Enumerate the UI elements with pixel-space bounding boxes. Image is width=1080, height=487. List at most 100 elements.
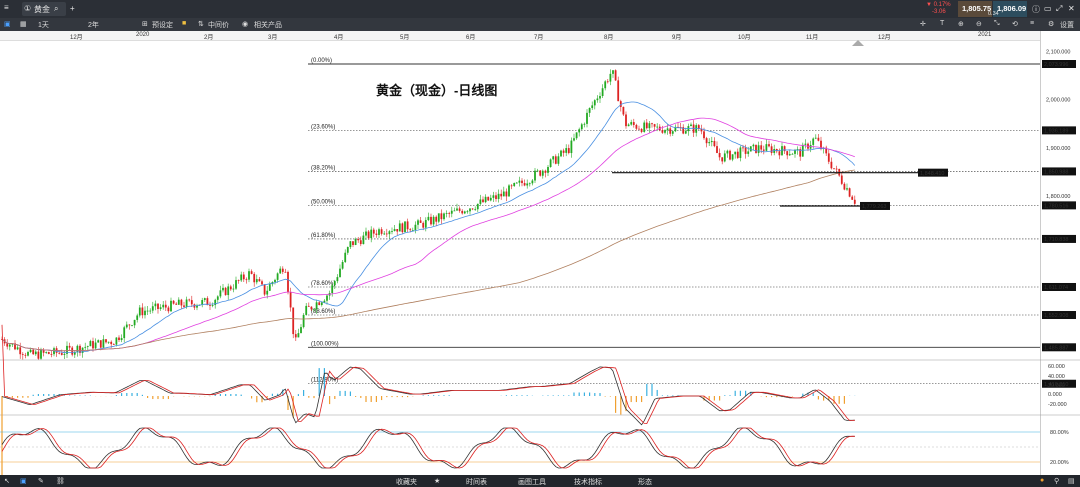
price-axis-labels: 2,100.000 2,000.000 1,900.000 1,800.000: [1046, 49, 1070, 200]
patterns-button[interactable]: 形态: [638, 479, 652, 486]
preset-icon[interactable]: ⊞: [142, 21, 148, 28]
candle-body: [29, 349, 32, 352]
crosshair-icon[interactable]: ✛: [920, 21, 926, 28]
fib-label: (50.00%): [311, 199, 335, 205]
menu-icon[interactable]: ≡: [4, 3, 9, 12]
price-axis[interactable]: [1040, 31, 1080, 475]
macd-bar: [391, 396, 393, 398]
search-icon[interactable]: ⌕: [54, 4, 59, 13]
macd-bar: [303, 390, 305, 396]
candle-body: [414, 224, 417, 231]
fib-label: (38.20%): [311, 165, 335, 171]
drawing-tools-button[interactable]: 画图工具: [518, 479, 546, 486]
candle-body: [817, 137, 820, 141]
candle-body: [307, 305, 310, 307]
candle-body: [102, 339, 105, 348]
fib-price-tag: [1042, 379, 1076, 388]
sync-icon[interactable]: ⟲: [1012, 21, 1018, 28]
range-select[interactable]: 2年: [88, 22, 99, 29]
settings-button[interactable]: 设置: [1060, 22, 1074, 29]
candle-body: [757, 145, 760, 153]
fib-label: (23.60%): [311, 124, 335, 130]
middle-price-button[interactable]: 中间价: [208, 22, 229, 29]
candle-body: [690, 124, 692, 127]
candle-body: [578, 129, 581, 133]
candle-body: [591, 105, 594, 109]
candle-body: [66, 345, 68, 354]
eye-icon[interactable]: ◉: [242, 21, 249, 28]
candle-body: [437, 213, 440, 222]
ma-line: [1, 101, 856, 354]
candle-body: [617, 80, 620, 102]
candle-body: [588, 108, 591, 113]
candle-body: [167, 307, 170, 312]
candle-body: [40, 349, 42, 359]
candle-body: [336, 277, 339, 282]
gear-icon[interactable]: ⚙: [1048, 21, 1055, 28]
lines-icon[interactable]: ≡: [1030, 20, 1035, 27]
candle-body: [495, 195, 497, 199]
candle-body: [305, 305, 308, 315]
sell-price-box[interactable]: 1,805.75: [958, 1, 992, 17]
candle-body: [79, 345, 81, 353]
preset-button[interactable]: 预设定: [152, 22, 173, 29]
buy-price-box[interactable]: 1,806.09: [993, 1, 1027, 17]
filter-icon[interactable]: ⚲: [1054, 478, 1060, 485]
candle-body: [89, 341, 92, 347]
candle-body: [188, 299, 191, 301]
zoom-in-icon[interactable]: ⊕: [958, 21, 964, 28]
chart-area[interactable]: (0.00%) 2,073.996 (23.60%) 1,936.189 (38.20%…: [0, 40, 1080, 475]
macd-bar: [131, 393, 133, 396]
candle-body: [97, 340, 100, 343]
text-icon[interactable]: T: [940, 20, 945, 27]
grid-icon[interactable]: ▦: [20, 21, 27, 28]
maximize-icon[interactable]: ⤢: [1056, 4, 1063, 13]
indicators-button[interactable]: 技术指标: [574, 479, 602, 486]
layout-icon[interactable]: ▣: [4, 21, 11, 28]
zoom-out-icon[interactable]: ⊖: [976, 21, 982, 28]
alert-icon[interactable]: ●: [1040, 477, 1045, 484]
fib-price: 1,552.908: [1044, 313, 1068, 319]
add-tab-icon[interactable]: +: [70, 4, 75, 13]
candle-body: [45, 352, 48, 353]
candle-body: [112, 344, 115, 345]
candle-body: [401, 223, 404, 233]
macd-bar: [833, 396, 835, 404]
macd-bar: [573, 392, 575, 396]
mid-icon[interactable]: ⇅: [198, 21, 204, 28]
close-icon[interactable]: ✕: [1068, 4, 1075, 13]
timetable-button[interactable]: 时间表: [466, 479, 487, 486]
star-icon[interactable]: ★: [434, 478, 441, 485]
macd-bar: [334, 396, 336, 399]
fit-icon[interactable]: ⤡: [994, 20, 1000, 27]
fib-price-tag: [1042, 201, 1076, 210]
candle-body: [235, 280, 237, 289]
candle-body: [37, 351, 40, 359]
cursor-icon[interactable]: ↖: [4, 478, 10, 485]
select-icon[interactable]: ▣: [20, 478, 27, 485]
time-label: 2月: [204, 35, 214, 41]
link-icon[interactable]: ⛓: [56, 478, 65, 485]
related-button[interactable]: 相关产品: [254, 22, 282, 29]
b-icon[interactable]: ■: [182, 20, 187, 27]
macd-bar: [69, 395, 71, 396]
candle-body: [138, 307, 141, 316]
fib-price: 1,780.516: [1044, 204, 1068, 210]
minimize-icon[interactable]: ▭: [1044, 4, 1052, 13]
candle-body: [60, 353, 63, 355]
interval-select[interactable]: 1天: [38, 22, 49, 29]
info-icon[interactable]: ⓘ: [1032, 5, 1040, 14]
macd-bar: [828, 396, 830, 401]
favorites-button[interactable]: 收藏夹: [396, 479, 417, 486]
candle-body: [825, 147, 828, 154]
tab-title[interactable]: 黄金: [34, 5, 50, 14]
layers-icon[interactable]: ▤: [1068, 478, 1075, 485]
pencil-icon[interactable]: ✎: [38, 478, 44, 485]
candle-body: [736, 151, 739, 158]
time-label: 7月: [534, 35, 544, 41]
candle-body: [718, 153, 721, 158]
macd-axis-label: 0.000: [1048, 392, 1062, 398]
tab-gold[interactable]: [22, 2, 66, 16]
scroll-marker-icon[interactable]: [852, 40, 864, 46]
candle-body: [526, 183, 529, 186]
